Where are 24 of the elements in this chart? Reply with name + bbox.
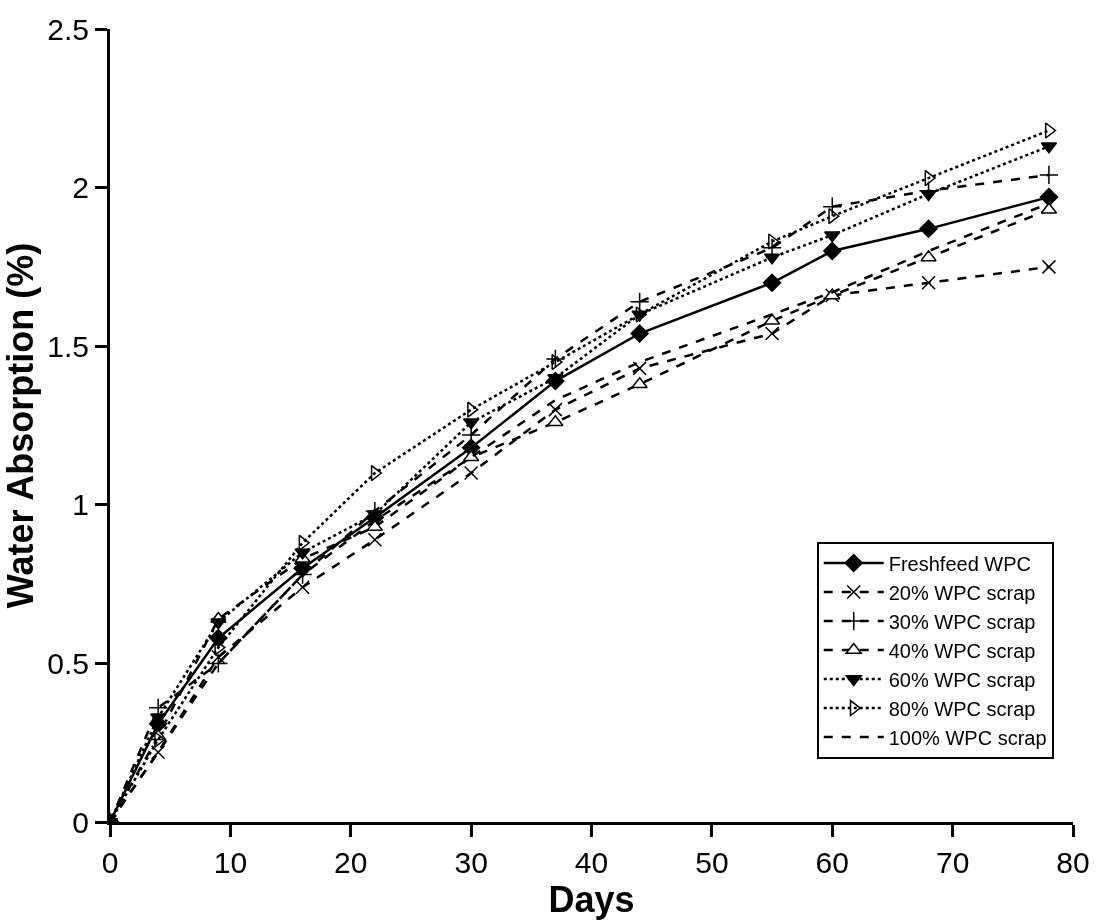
y-tick-label: 2 bbox=[72, 171, 89, 205]
y-tick-label: 0 bbox=[72, 805, 89, 839]
legend-label: 20% WPC scrap bbox=[888, 581, 1036, 604]
legend-label: 80% WPC scrap bbox=[888, 697, 1036, 720]
legend-label: 30% WPC scrap bbox=[888, 610, 1036, 633]
y-axis-title: Water Absorption (%) bbox=[0, 242, 41, 609]
y-tick-label: 2.5 bbox=[47, 12, 89, 46]
x-tick-label: 40 bbox=[574, 846, 609, 879]
legend-label: 100% WPC scrap bbox=[888, 726, 1047, 749]
x-tick-label: 50 bbox=[695, 846, 729, 879]
x-axis-title: Days bbox=[548, 879, 635, 920]
x-tick-label: 60 bbox=[815, 846, 849, 879]
legend-label: Freshfeed WPC bbox=[888, 552, 1032, 575]
y-tick-label: 0.5 bbox=[47, 646, 89, 680]
y-tick-label: 1 bbox=[72, 488, 89, 522]
x-tick-label: 20 bbox=[334, 846, 368, 879]
x-tick-label: 10 bbox=[213, 846, 248, 879]
x-tick-label: 30 bbox=[454, 846, 488, 879]
x-tick-label: 80 bbox=[1056, 846, 1090, 879]
legend-label: 40% WPC scrap bbox=[888, 639, 1036, 662]
legend-label: 60% WPC scrap bbox=[888, 668, 1036, 691]
y-tick-label: 1.5 bbox=[47, 329, 89, 363]
x-tick-label: 0 bbox=[101, 846, 119, 879]
x-tick-label: 70 bbox=[935, 846, 970, 879]
